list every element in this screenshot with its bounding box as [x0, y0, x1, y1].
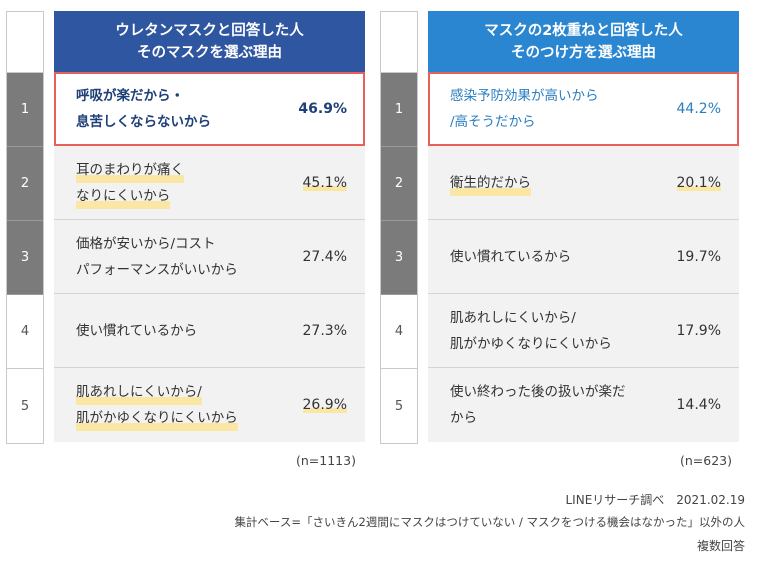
double-mask-reasons-table: マスクの2枚重ねと回答した人 そのつけ方を選ぶ理由 感染予防効果が高いから /高…: [428, 11, 739, 442]
source-credit: LINEリサーチ調べ 2021.02.19: [565, 493, 746, 507]
left-row-2-percent: 45.1%: [302, 174, 347, 191]
right-row-5: 使い終わった後の扱いが楽だ から 14.4%: [428, 368, 739, 442]
right-row-1: 感染予防効果が高いから /高そうだから 44.2%: [428, 72, 739, 146]
left-row-1-reason: 呼吸が楽だから・ 息苦しくならないから: [76, 87, 211, 130]
right-rank-2: 2: [381, 147, 417, 221]
left-row-3: 価格が安いから/コスト パフォーマンスがいいから 27.4%: [54, 220, 365, 294]
aggregation-base-note: 集計ベース=「さいきん2週間にマスクはつけていない / マスクをつける機会はなか…: [234, 515, 745, 529]
left-header-line2: そのマスクを選ぶ理由: [137, 44, 282, 61]
left-rank-5: 5: [7, 369, 43, 443]
right-rank-header-blank: [381, 12, 417, 73]
urethane-mask-reasons-table: ウレタンマスクと回答した人 そのマスクを選ぶ理由 呼吸が楽だから・ 息苦しくなら…: [54, 11, 365, 442]
left-sample-size: (n=1113): [296, 453, 356, 468]
right-rank-column: 1 2 3 4 5: [380, 11, 418, 444]
right-row-1-reason: 感染予防効果が高いから /高そうだから: [450, 87, 599, 130]
right-rank-3: 3: [381, 221, 417, 295]
left-panel-header: ウレタンマスクと回答した人 そのマスクを選ぶ理由: [54, 11, 365, 72]
right-row-2: 衛生的だから 20.1%: [428, 146, 739, 220]
left-row-3-percent: 27.4%: [302, 248, 347, 265]
right-sample-size: (n=623): [680, 453, 733, 468]
right-row-5-reason: 使い終わった後の扱いが楽だ から: [450, 384, 626, 426]
left-rank-column: 1 2 3 4 5: [6, 11, 44, 444]
right-rank-4: 4: [381, 295, 417, 369]
left-row-4-percent: 27.3%: [302, 322, 347, 339]
right-panel-header: マスクの2枚重ねと回答した人 そのつけ方を選ぶ理由: [428, 11, 739, 72]
right-row-3-reason: 使い慣れているから: [450, 248, 572, 265]
left-row-1: 呼吸が楽だから・ 息苦しくならないから 46.9%: [54, 72, 365, 146]
right-row-2-reason: 衛生的だから: [450, 169, 531, 196]
left-rank-2: 2: [7, 147, 43, 221]
right-header-line1: マスクの2枚重ねと回答した人: [484, 22, 683, 39]
right-row-4-percent: 17.9%: [676, 322, 721, 339]
right-row-5-percent: 14.4%: [676, 397, 721, 413]
right-row-1-percent: 44.2%: [676, 100, 721, 117]
left-row-2: 耳のまわりが痛く なりにくいから 45.1%: [54, 146, 365, 220]
multiple-answers-note: 複数回答: [696, 539, 745, 553]
left-rank-3: 3: [7, 221, 43, 295]
right-row-4-reason: 肌あれしにくいから/ 肌がかゆくなりにくいから: [450, 309, 612, 352]
left-rank-1: 1: [7, 73, 43, 147]
left-row-5: 肌あれしにくいから/ 肌がかゆくなりにくいから 26.9%: [54, 368, 365, 442]
right-row-4: 肌あれしにくいから/ 肌がかゆくなりにくいから 17.9%: [428, 294, 739, 368]
right-rank-5: 5: [381, 369, 417, 443]
left-row-3-reason: 価格が安いから/コスト パフォーマンスがいいから: [76, 235, 238, 278]
left-row-2-reason: 耳のまわりが痛く なりにくいから: [76, 156, 184, 209]
left-row-5-percent: 26.9%: [302, 397, 347, 413]
left-rank-4: 4: [7, 295, 43, 369]
right-header-line2: そのつけ方を選ぶ理由: [511, 44, 656, 61]
right-row-2-percent: 20.1%: [676, 174, 721, 191]
left-row-4: 使い慣れているから 27.3%: [54, 294, 365, 368]
left-row-5-reason: 肌あれしにくいから/ 肌がかゆくなりにくいから: [76, 379, 238, 431]
right-row-3: 使い慣れているから 19.7%: [428, 220, 739, 294]
left-rank-header-blank: [7, 12, 43, 73]
left-row-1-percent: 46.9%: [298, 100, 347, 117]
right-rank-1: 1: [381, 73, 417, 147]
left-header-line1: ウレタンマスクと回答した人: [115, 22, 304, 39]
left-row-4-reason: 使い慣れているから: [76, 322, 198, 339]
right-row-3-percent: 19.7%: [676, 248, 721, 265]
